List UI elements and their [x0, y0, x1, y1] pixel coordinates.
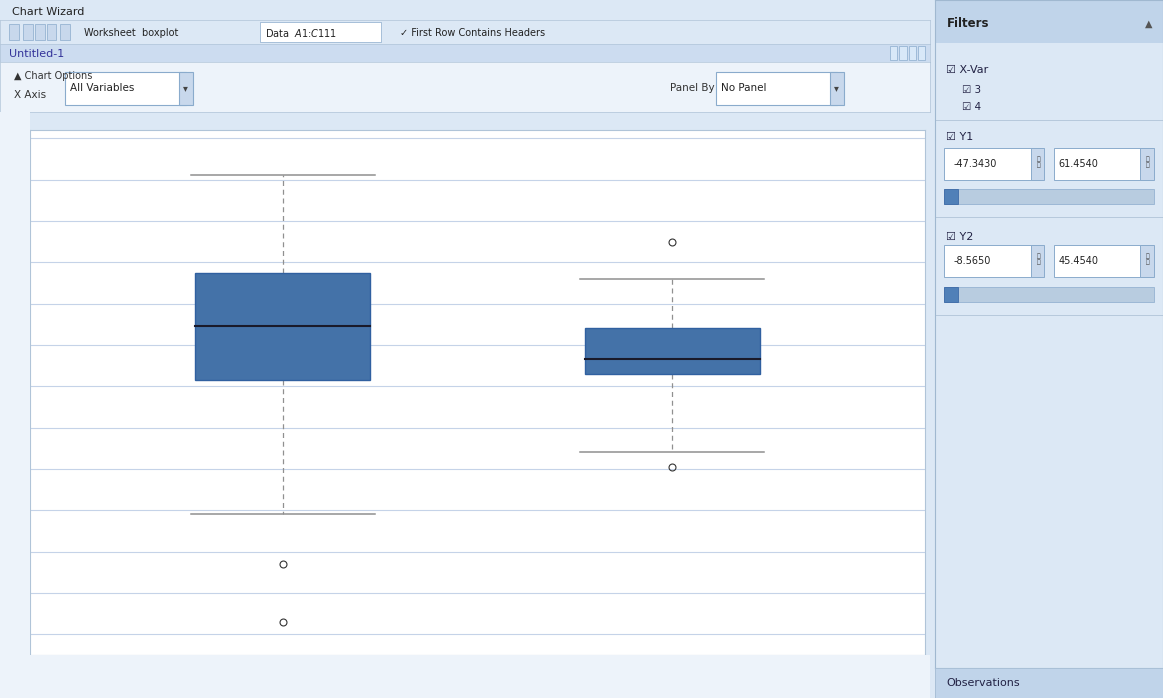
Text: ▾: ▾ — [184, 83, 188, 93]
Text: X Axis: X Axis — [14, 89, 47, 100]
Text: ⯅
⯆: ⯅ ⯆ — [1146, 156, 1150, 168]
Text: No Panel: No Panel — [721, 83, 766, 93]
Bar — [9, 24, 19, 40]
Text: ⯅
⯆: ⯅ ⯆ — [1036, 156, 1040, 168]
Text: 45.4540: 45.4540 — [1058, 256, 1098, 266]
Text: Observations: Observations — [947, 678, 1020, 688]
Bar — [944, 148, 1040, 180]
Bar — [23, 24, 33, 40]
Bar — [47, 24, 56, 40]
Bar — [890, 46, 898, 60]
Bar — [899, 46, 907, 60]
Bar — [1140, 148, 1154, 180]
Bar — [585, 329, 759, 374]
Text: ✕: ✕ — [1141, 6, 1151, 19]
Bar — [179, 72, 193, 105]
Text: Data  $A$1:$C$111: Data $A$1:$C$111 — [265, 27, 337, 39]
Bar — [716, 72, 837, 105]
Bar — [1030, 148, 1044, 180]
Text: All Variables: All Variables — [70, 83, 134, 93]
Text: ☑ 4: ☑ 4 — [962, 102, 982, 112]
Bar — [944, 288, 958, 302]
X-axis label: All Variables: All Variables — [435, 685, 520, 698]
Text: ▾: ▾ — [834, 83, 839, 93]
Text: ▲ Chart Options: ▲ Chart Options — [14, 71, 92, 81]
Bar — [1140, 245, 1154, 277]
Bar — [195, 273, 371, 380]
Bar — [60, 24, 70, 40]
Text: -8.5650: -8.5650 — [954, 256, 991, 266]
Text: ⯅
⯆: ⯅ ⯆ — [1036, 253, 1040, 265]
Text: ☑ Y1: ☑ Y1 — [947, 132, 973, 142]
Bar — [908, 46, 916, 60]
Text: -47.3430: -47.3430 — [954, 159, 997, 170]
Bar — [35, 24, 44, 40]
Text: Chart Wizard: Chart Wizard — [12, 7, 84, 17]
Text: ⯅
⯆: ⯅ ⯆ — [1146, 253, 1150, 265]
Bar — [1030, 245, 1044, 277]
Bar — [944, 245, 1040, 277]
Text: ☑ X-Var: ☑ X-Var — [947, 65, 989, 75]
Bar — [65, 72, 186, 105]
Text: Worksheet  boxplot: Worksheet boxplot — [84, 28, 178, 38]
Text: ☑ Y2: ☑ Y2 — [947, 232, 973, 242]
Text: ✓ First Row Contains Headers: ✓ First Row Contains Headers — [400, 28, 545, 38]
Bar — [935, 0, 1163, 43]
Bar — [1054, 148, 1149, 180]
Bar — [261, 22, 381, 42]
Bar — [944, 189, 958, 204]
Bar — [830, 72, 844, 105]
Bar — [1054, 245, 1149, 277]
Text: ☑ 3: ☑ 3 — [962, 85, 982, 95]
Text: Panel By: Panel By — [670, 83, 714, 93]
Text: ▲: ▲ — [1144, 18, 1153, 29]
Text: Filters: Filters — [947, 17, 989, 30]
Bar — [918, 46, 926, 60]
Bar — [944, 189, 1154, 204]
Text: 61.4540: 61.4540 — [1058, 159, 1098, 170]
Bar — [944, 288, 1154, 302]
Text: Untitled-1: Untitled-1 — [9, 49, 65, 59]
